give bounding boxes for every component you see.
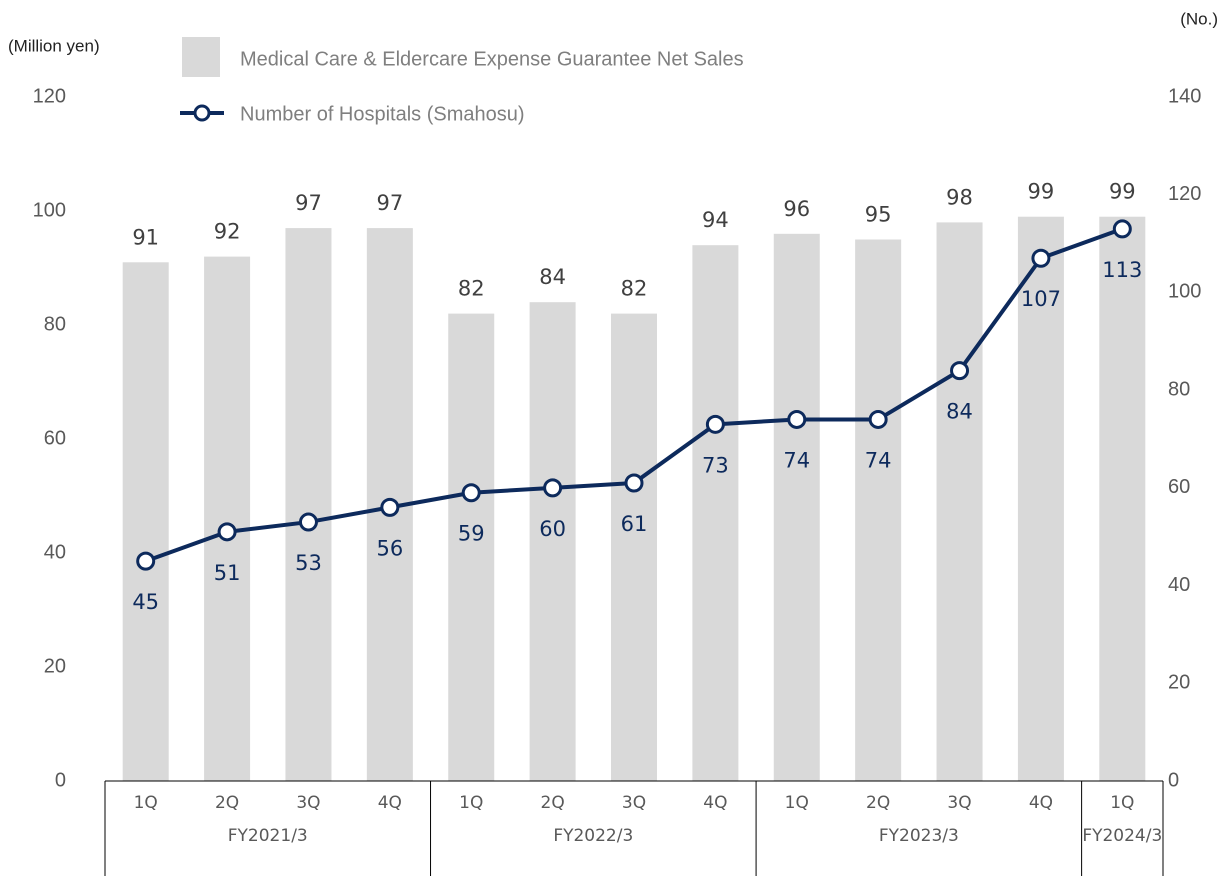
line-value-label: 59 — [458, 522, 485, 546]
line-value-label: 61 — [621, 512, 648, 536]
bar — [692, 245, 739, 781]
group-label: FY2023/3 — [879, 826, 959, 846]
y-tick-label: 120 — [33, 85, 66, 107]
legend-label: Medical Care & Eldercare Expense Guarant… — [240, 48, 744, 70]
line-value-label: 74 — [865, 448, 892, 472]
y2-tick-label: 20 — [1168, 672, 1190, 694]
line-marker — [1112, 219, 1132, 239]
bar — [285, 228, 332, 782]
line-value-label: 107 — [1021, 287, 1061, 311]
y2-tick-label: 0 — [1168, 769, 1179, 791]
line-marker — [461, 483, 481, 503]
line-value-label: 113 — [1102, 258, 1142, 282]
x-tick-label: 3Q — [947, 793, 971, 813]
bar — [1017, 216, 1064, 781]
line-marker — [624, 473, 644, 493]
bar-value-label: 91 — [132, 225, 159, 249]
bar-value-label: 99 — [1109, 180, 1136, 204]
y2-tick-label: 80 — [1168, 378, 1190, 400]
x-tick-label: 4Q — [703, 793, 727, 813]
line-marker — [136, 551, 156, 571]
y-tick-label: 0 — [55, 769, 66, 791]
y2-tick-label: 40 — [1168, 574, 1190, 596]
x-tick-label: 1Q — [785, 793, 809, 813]
line-marker — [705, 414, 725, 434]
bar — [204, 256, 251, 782]
line-marker — [868, 409, 888, 429]
y2-tick-label: 140 — [1168, 85, 1201, 107]
x-tick-label: 2Q — [215, 793, 239, 813]
legend: Medical Care & Eldercare Expense Guarant… — [180, 37, 744, 125]
legend-swatch — [182, 37, 220, 77]
legend-label: Number of Hospitals (Smahosu) — [240, 103, 525, 125]
line-marker — [298, 512, 318, 532]
bar-value-label: 97 — [295, 191, 322, 215]
bar-value-label: 98 — [946, 185, 973, 209]
line-value-label: 73 — [702, 453, 729, 477]
x-tick-label: 1Q — [459, 793, 483, 813]
bar-value-label: 82 — [458, 277, 485, 301]
line-value-label: 84 — [946, 400, 973, 424]
y-tick-label: 100 — [33, 199, 66, 221]
bar — [611, 313, 657, 781]
y-tick-label: 20 — [44, 655, 66, 677]
y-axis-label: (Million yen) — [8, 36, 100, 55]
y2-tick-label: 120 — [1168, 183, 1201, 205]
line-value-label: 74 — [783, 448, 810, 472]
x-tick-label: 3Q — [622, 793, 646, 813]
line-marker — [1031, 248, 1051, 268]
group-label: FY2024/3 — [1082, 826, 1162, 846]
bar-value-label: 95 — [865, 203, 892, 227]
line-value-label: 60 — [539, 517, 566, 541]
x-tick-label: 1Q — [134, 793, 158, 813]
line-value-label: 53 — [295, 551, 322, 575]
y-tick-label: 60 — [44, 427, 66, 449]
bar — [773, 233, 820, 782]
y2-axis-label: (No.) — [1180, 9, 1218, 28]
line-marker — [950, 361, 970, 381]
bar-value-label: 94 — [702, 208, 729, 232]
y-tick-label: 80 — [44, 313, 66, 335]
bar-value-label: 97 — [376, 191, 403, 215]
bar-value-label: 84 — [539, 265, 566, 289]
x-tick-label: 4Q — [378, 793, 402, 813]
line-marker — [543, 478, 563, 498]
y-tick-label: 40 — [44, 541, 66, 563]
bar-value-label: 99 — [1028, 180, 1055, 204]
line-marker — [217, 522, 237, 542]
y2-tick-label: 60 — [1168, 476, 1190, 498]
bar-value-label: 96 — [783, 197, 810, 221]
x-tick-label: 1Q — [1110, 793, 1134, 813]
legend-marker — [193, 104, 211, 122]
line-marker — [380, 497, 400, 517]
line-value-label: 51 — [214, 561, 241, 585]
group-label: FY2022/3 — [553, 826, 633, 846]
group-label: FY2021/3 — [228, 826, 308, 846]
x-tick-label: 4Q — [1029, 793, 1053, 813]
bar-value-label: 82 — [621, 277, 648, 301]
x-tick-label: 2Q — [541, 793, 565, 813]
line-marker — [787, 409, 807, 429]
x-tick-label: 2Q — [866, 793, 890, 813]
bar — [855, 239, 902, 781]
line-value-label: 45 — [132, 590, 159, 614]
bar — [529, 302, 576, 781]
bar — [936, 222, 983, 781]
x-tick-label: 3Q — [296, 793, 320, 813]
bar — [448, 313, 495, 781]
bar — [122, 262, 169, 781]
bar-value-label: 92 — [214, 220, 241, 244]
line-value-label: 56 — [376, 536, 403, 560]
y2-tick-label: 100 — [1168, 281, 1201, 303]
bar — [1099, 216, 1146, 781]
